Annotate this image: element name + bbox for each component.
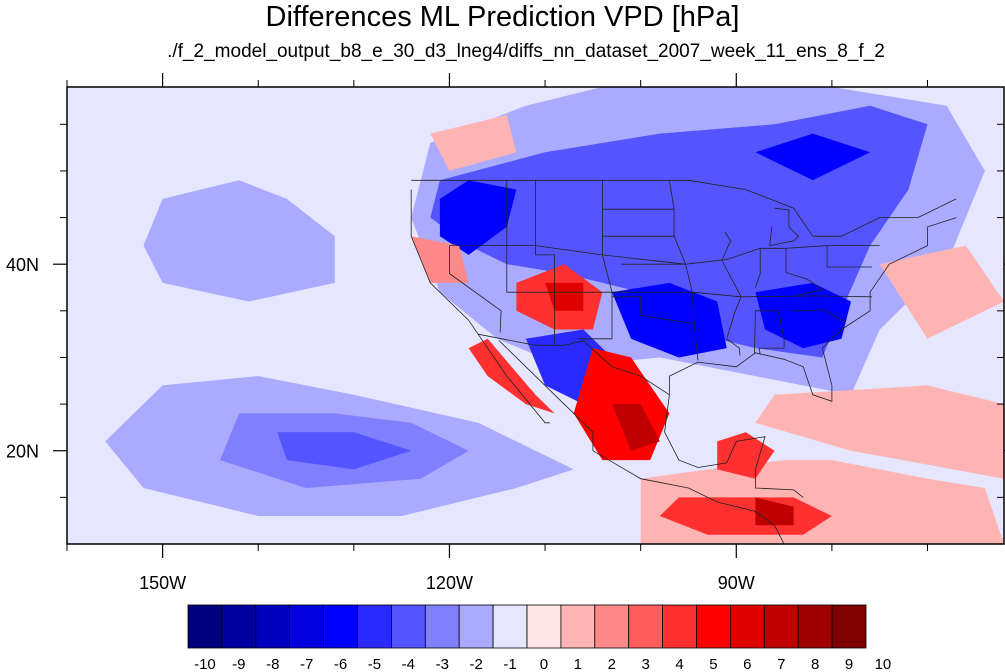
colorbar-box-2 (255, 604, 291, 649)
border-line-1 (410, 189, 479, 335)
colorbar-label-9: -1 (503, 656, 516, 672)
colorbar-box-9 (492, 604, 528, 649)
colorbar-box-16 (730, 604, 765, 649)
lon-tick-label-2: 90W (718, 573, 755, 593)
border-line-7 (449, 245, 880, 265)
colorbar-label-16: 6 (743, 656, 751, 672)
colorbar-label-1: -9 (232, 656, 245, 672)
border-line-11 (577, 180, 613, 340)
border-line-23 (769, 207, 799, 247)
border-line-2 (478, 333, 670, 396)
colorbar-label-14: 4 (675, 656, 683, 672)
field-region-8 (755, 282, 851, 349)
border-line-0 (411, 179, 957, 237)
border-line-21 (612, 296, 695, 325)
colorbar-label-4: -6 (334, 656, 347, 672)
colorbar-box-10 (526, 604, 562, 649)
field-region-20 (755, 385, 1004, 479)
border-line-6 (664, 394, 804, 498)
colorbar-label-12: 2 (608, 656, 616, 672)
colorbar-label-20: 10 (875, 656, 892, 672)
colorbar-label-18: 8 (811, 656, 819, 672)
field-region-0 (143, 180, 335, 302)
colorbar-label-5: -5 (368, 656, 381, 672)
colorbar-label-10: 0 (540, 656, 548, 672)
colorbar-box-4 (323, 604, 358, 649)
colorbar-label-0: -10 (194, 656, 216, 672)
field-region-9 (755, 133, 871, 181)
colorbar-label-17: 7 (777, 656, 785, 672)
lon-tick-label-0: 150W (139, 573, 186, 593)
colorbar-box-1 (221, 604, 257, 649)
border-line-4 (477, 333, 550, 424)
colorbar-label-11: 1 (574, 656, 582, 672)
colorbar-label-15: 5 (709, 656, 717, 672)
colorbar-box-8 (458, 604, 494, 649)
border-line-9 (449, 245, 502, 333)
lon-tick-label-1: 120W (426, 573, 473, 593)
colorbar-label-13: 3 (641, 656, 649, 672)
colorbar-box-15 (696, 604, 731, 649)
lat-tick-label-1: 20N (6, 442, 39, 462)
field-region-3 (277, 432, 412, 470)
state-borders (410, 179, 957, 544)
page-subtitle: ./f_2_model_output_b8_e_30_d3_lneg4/diff… (167, 41, 885, 62)
colorbar-box-14 (662, 604, 697, 649)
vpd-difference-field (67, 87, 1004, 544)
colorbar-label-2: -8 (266, 656, 279, 672)
colorbar-box-0 (187, 604, 223, 649)
map-frame (66, 86, 1005, 545)
colorbar-label-6: -4 (402, 656, 415, 672)
colorbar-box-17 (763, 604, 799, 649)
colorbar-box-13 (628, 604, 664, 649)
colorbar-box-7 (424, 604, 460, 649)
colorbar-box-12 (594, 604, 630, 649)
field-region-13 (468, 338, 555, 414)
lat-tick-label-0: 40N (6, 255, 39, 275)
field-region-17 (717, 432, 775, 479)
map-axes: 150W 120W 90W 40N 20N (6, 73, 1005, 593)
border-line-10 (535, 180, 555, 346)
border-line-22 (755, 248, 761, 288)
field-region-15 (612, 404, 660, 451)
colorbar-box-19 (831, 604, 867, 649)
colorbar-box-6 (390, 604, 426, 649)
border-line-5 (498, 340, 785, 544)
page-title: Differences ML Prediction VPD [hPa] (265, 1, 740, 33)
colorbar: -10 -9 -8 -7 -6 -5 -4 -3 -2 -1 0 1 2 3 4 5 6 7 8 9 10 (187, 604, 892, 672)
border-line-14 (754, 310, 785, 355)
border-line-17 (790, 309, 847, 322)
border-line-16 (826, 245, 873, 268)
field-region-21 (879, 245, 1004, 339)
colorbar-box-18 (797, 604, 833, 649)
field-region-23 (430, 115, 517, 171)
colorbar-label-19: 9 (845, 656, 853, 672)
colorbar-label-7: -3 (436, 656, 449, 672)
colorbar-box-11 (560, 604, 596, 649)
border-line-8 (506, 180, 873, 298)
colorbar-box-5 (357, 604, 392, 649)
colorbar-label-8: -2 (469, 656, 482, 672)
field-region-6 (439, 180, 517, 255)
border-line-15 (785, 248, 824, 297)
border-line-13 (721, 231, 742, 356)
border-line-3 (669, 217, 957, 402)
colorbar-box-3 (289, 604, 325, 649)
colorbar-label-3: -7 (300, 656, 313, 672)
